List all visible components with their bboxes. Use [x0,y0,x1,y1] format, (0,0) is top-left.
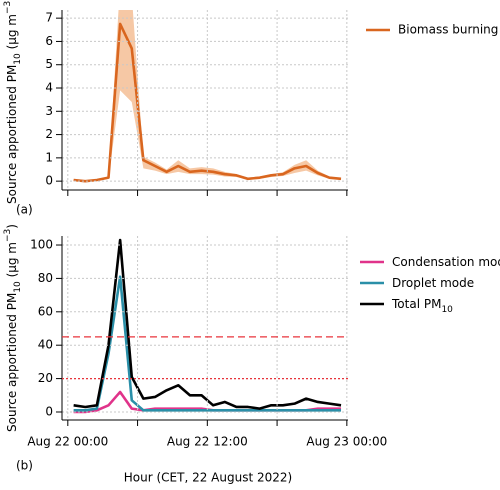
y-tick-label: 0 [45,174,53,188]
y-tick-label: 80 [38,271,53,285]
y-tick-label: 1 [45,150,53,164]
text-part: Condensation mode [392,255,500,269]
text-part: ) [5,224,19,229]
text-part: Droplet mode [392,276,474,290]
y-tick-label: 0 [45,404,53,418]
text-part: (μg m [5,242,19,281]
y-tick-label: 5 [45,57,53,71]
panel-label: (b) [16,459,33,473]
text-part: 10 [441,305,453,315]
y-axis-label: Source apportioned PM10 (μg m−3) [3,224,23,432]
text-part: −3 [3,1,13,14]
legend-label: Condensation mode [392,255,500,269]
text-part: 10 [13,281,23,293]
legend-label: Droplet mode [392,276,474,290]
y-tick-label: 4 [45,81,53,95]
y-tick-label: 100 [30,238,53,252]
text-part: −3 [3,229,13,242]
y-axis-label: Source apportioned PM10 (μg m−3) [3,0,23,204]
y-tick-label: 7 [45,11,53,25]
text-part: (μg m [5,14,19,53]
legend-label: Total PM10 [391,297,453,315]
legend-label: Biomass burning [398,23,498,37]
y-tick-label: 2 [45,127,53,141]
y-tick-label: 20 [38,371,53,385]
text-part: Total PM [391,297,441,311]
text-part: Source apportioned PM [5,65,19,204]
x-tick-label: Aug 23 00:00 [306,435,387,449]
x-tick-label: Aug 22 00:00 [27,435,108,449]
y-tick-label: 60 [38,304,53,318]
series-line [73,275,342,412]
text-part: ) [5,0,19,1]
y-tick-label: 40 [38,338,53,352]
text-part: 10 [13,53,23,65]
x-axis-label: Hour (CET, 22 August 2022) [124,471,292,485]
y-tick-label: 3 [45,104,53,118]
y-tick-label: 6 [45,34,53,48]
panel-label: (a) [16,203,33,217]
text-part: Source apportioned PM [5,293,19,432]
x-tick-label: Aug 22 12:00 [167,435,248,449]
